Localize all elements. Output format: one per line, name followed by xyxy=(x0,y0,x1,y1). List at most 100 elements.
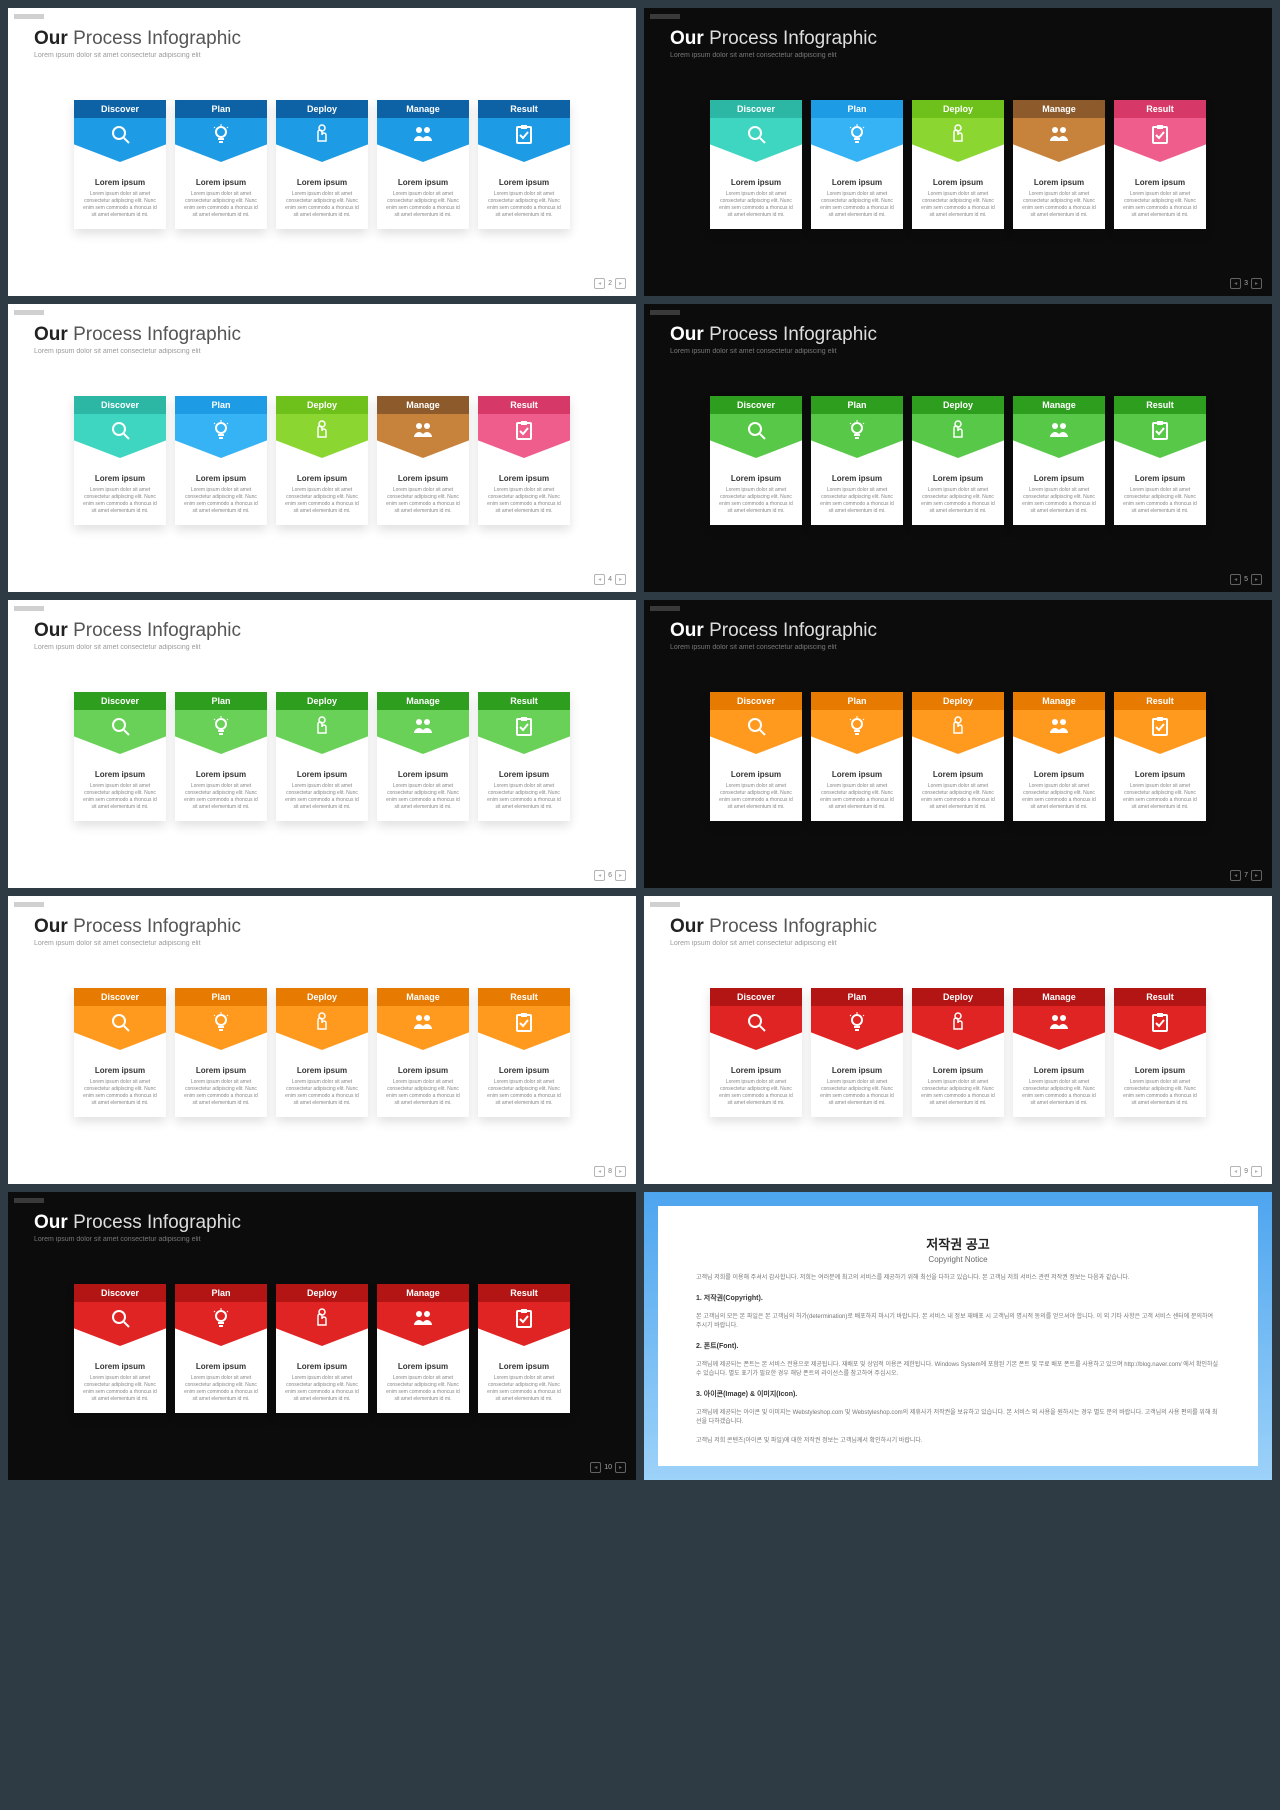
card-text: Lorem ipsum dolor sit amet consectetur a… xyxy=(918,783,998,811)
page-number: 8 xyxy=(608,1168,612,1175)
bulb-icon xyxy=(210,1011,232,1038)
next-button[interactable]: ▸ xyxy=(615,574,626,585)
card-chevron xyxy=(912,414,1004,458)
card-body: Lorem ipsumLorem ipsum dolor sit amet co… xyxy=(276,458,368,525)
prev-button[interactable]: ◂ xyxy=(594,1166,605,1177)
title-bold: Our xyxy=(34,28,73,49)
prev-button[interactable]: ◂ xyxy=(1230,870,1241,881)
card-title: Lorem ipsum xyxy=(817,474,897,483)
card-text: Lorem ipsum dolor sit amet consectetur a… xyxy=(181,487,261,515)
card-tab: Discover xyxy=(710,692,802,710)
process-card: ManageLorem ipsumLorem ipsum dolor sit a… xyxy=(377,1284,469,1413)
card-body: Lorem ipsumLorem ipsum dolor sit amet co… xyxy=(74,754,166,821)
next-button[interactable]: ▸ xyxy=(1251,1166,1262,1177)
check-icon xyxy=(1149,1011,1171,1038)
card-text: Lorem ipsum dolor sit amet consectetur a… xyxy=(80,783,160,811)
card-body: Lorem ipsumLorem ipsum dolor sit amet co… xyxy=(811,1050,903,1117)
title-bold: Our xyxy=(670,916,709,937)
prev-button[interactable]: ◂ xyxy=(1230,574,1241,585)
card-chevron xyxy=(276,1302,368,1346)
card-text: Lorem ipsum dolor sit amet consectetur a… xyxy=(181,191,261,219)
check-icon xyxy=(1149,123,1171,150)
process-card: PlanLorem ipsumLorem ipsum dolor sit ame… xyxy=(175,988,267,1117)
card-chevron xyxy=(1013,710,1105,754)
team-icon xyxy=(1048,123,1070,150)
card-tab: Result xyxy=(478,988,570,1006)
card-title: Lorem ipsum xyxy=(1019,178,1099,187)
prev-button[interactable]: ◂ xyxy=(1230,278,1241,289)
card-body: Lorem ipsumLorem ipsum dolor sit amet co… xyxy=(1114,1050,1206,1117)
prev-button[interactable]: ◂ xyxy=(590,1462,601,1473)
next-button[interactable]: ▸ xyxy=(1251,574,1262,585)
bulb-icon xyxy=(846,419,868,446)
card-chevron xyxy=(74,1006,166,1050)
card-text: Lorem ipsum dolor sit amet consectetur a… xyxy=(383,1079,463,1107)
bulb-icon xyxy=(210,419,232,446)
prev-button[interactable]: ◂ xyxy=(594,278,605,289)
card-title: Lorem ipsum xyxy=(817,1066,897,1075)
card-text: Lorem ipsum dolor sit amet consectetur a… xyxy=(716,783,796,811)
next-button[interactable]: ▸ xyxy=(1251,870,1262,881)
prev-button[interactable]: ◂ xyxy=(594,574,605,585)
title-rest: Process Infographic xyxy=(73,28,241,49)
card-title: Lorem ipsum xyxy=(918,1066,998,1075)
next-button[interactable]: ▸ xyxy=(615,870,626,881)
card-text: Lorem ipsum dolor sit amet consectetur a… xyxy=(282,1079,362,1107)
card-chevron xyxy=(74,710,166,754)
card-title: Lorem ipsum xyxy=(383,1066,463,1075)
card-tab: Manage xyxy=(1013,988,1105,1006)
card-title: Lorem ipsum xyxy=(1120,178,1200,187)
process-card: PlanLorem ipsumLorem ipsum dolor sit ame… xyxy=(811,692,903,821)
card-text: Lorem ipsum dolor sit amet consectetur a… xyxy=(181,783,261,811)
card-title: Lorem ipsum xyxy=(1120,474,1200,483)
prev-button[interactable]: ◂ xyxy=(1230,1166,1241,1177)
process-card: DeployLorem ipsumLorem ipsum dolor sit a… xyxy=(276,1284,368,1413)
title-sub: Lorem ipsum dolor sit amet consectetur a… xyxy=(34,348,241,355)
copyright-title: 저작권 공고 xyxy=(696,1234,1220,1253)
card-text: Lorem ipsum dolor sit amet consectetur a… xyxy=(484,1079,564,1107)
copyright-h2: 2. 폰트(Font). xyxy=(696,1341,1220,1351)
process-card: ResultLorem ipsumLorem ipsum dolor sit a… xyxy=(1114,692,1206,821)
bulb-icon xyxy=(210,1307,232,1334)
hand-icon xyxy=(311,1307,333,1334)
card-chevron xyxy=(175,118,267,162)
accent-bar xyxy=(14,310,44,315)
process-card: ResultLorem ipsumLorem ipsum dolor sit a… xyxy=(478,1284,570,1413)
title-bold: Our xyxy=(670,620,709,641)
process-card: ManageLorem ipsumLorem ipsum dolor sit a… xyxy=(1013,988,1105,1117)
process-card: Deploy Lorem ipsumLorem ipsum dolor sit a… xyxy=(912,692,1004,821)
card-text: Lorem ipsum dolor sit amet consectetur a… xyxy=(282,191,362,219)
card-text: Lorem ipsum dolor sit amet consectetur a… xyxy=(282,783,362,811)
card-chevron xyxy=(74,414,166,458)
card-text: Lorem ipsum dolor sit amet consectetur a… xyxy=(1120,191,1200,219)
next-button[interactable]: ▸ xyxy=(615,278,626,289)
accent-bar xyxy=(14,902,44,907)
process-card: DiscoverLorem ipsumLorem ipsum dolor sit… xyxy=(710,988,802,1117)
title-sub: Lorem ipsum dolor sit amet consectetur a… xyxy=(34,940,241,947)
process-card: PlanLorem ipsumLorem ipsum dolor sit ame… xyxy=(175,692,267,821)
card-chevron xyxy=(377,710,469,754)
infographic-slide: Our Process InfographicLorem ipsum dolor… xyxy=(644,8,1272,296)
card-body: Lorem ipsumLorem ipsum dolor sit amet co… xyxy=(478,458,570,525)
copyright-p3: 고객님께 제공되는 아이콘 및 이미지는 Webstyleshop.com 및 … xyxy=(696,1409,1220,1427)
card-body: Lorem ipsumLorem ipsum dolor sit amet co… xyxy=(175,1346,267,1413)
card-body: Lorem ipsumLorem ipsum dolor sit amet co… xyxy=(912,754,1004,821)
card-body: Lorem ipsumLorem ipsum dolor sit amet co… xyxy=(1114,458,1206,525)
card-body: Lorem ipsumLorem ipsum dolor sit amet co… xyxy=(1013,458,1105,525)
card-chevron xyxy=(74,1302,166,1346)
card-tab: Manage xyxy=(1013,692,1105,710)
next-button[interactable]: ▸ xyxy=(1251,278,1262,289)
team-icon xyxy=(412,123,434,150)
next-button[interactable]: ▸ xyxy=(615,1462,626,1473)
copyright-p1: 본 고객님의 모든 본 파일은 본 고객님의 허가(determination)… xyxy=(696,1313,1220,1331)
card-chevron xyxy=(811,1006,903,1050)
card-text: Lorem ipsum dolor sit amet consectetur a… xyxy=(282,487,362,515)
card-chevron xyxy=(912,118,1004,162)
process-card: DiscoverLorem ipsumLorem ipsum dolor sit… xyxy=(74,1284,166,1413)
card-tab: Deploy xyxy=(912,692,1004,710)
title-sub: Lorem ipsum dolor sit amet consectetur a… xyxy=(670,644,877,651)
accent-bar xyxy=(650,310,680,315)
next-button[interactable]: ▸ xyxy=(615,1166,626,1177)
cards-row: DiscoverLorem ipsumLorem ipsum dolor sit… xyxy=(710,100,1206,229)
prev-button[interactable]: ◂ xyxy=(594,870,605,881)
